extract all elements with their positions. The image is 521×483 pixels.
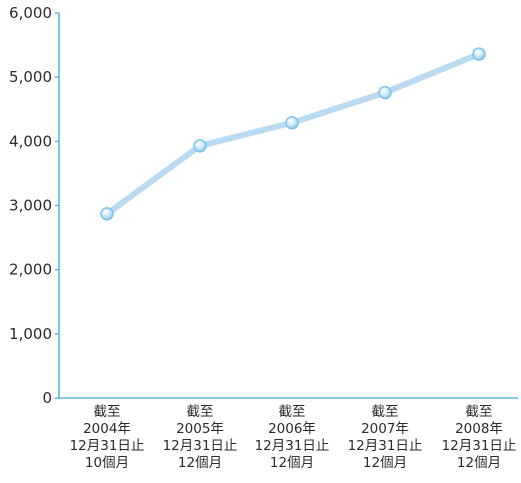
series-layer bbox=[100, 47, 486, 221]
y-tick-label: 3,000 bbox=[9, 197, 52, 215]
x-category-label: 截至 2006年 12月31日止 12個月 bbox=[255, 404, 330, 471]
x-category-label-line: 2005年 bbox=[176, 421, 224, 437]
data-point bbox=[378, 85, 392, 100]
x-category-label: 截至 2005年 12月31日止 12個月 bbox=[163, 404, 238, 471]
x-category-label-line: 12個月 bbox=[270, 455, 314, 471]
x-category-label-line: 截至 bbox=[372, 404, 399, 420]
data-point bbox=[285, 115, 299, 130]
y-axis-ticks: 0 1,000 2,000 3,000 4,000 5,000 6,000 bbox=[9, 4, 59, 407]
x-category-label-line: 截至 bbox=[466, 404, 493, 420]
series-line bbox=[104, 51, 482, 217]
x-category-label-line: 12月31日止 bbox=[348, 438, 423, 454]
x-category-label-line: 截至 bbox=[187, 404, 214, 420]
x-category-label-line: 2006年 bbox=[268, 421, 316, 437]
y-tick-label: 0 bbox=[42, 389, 52, 407]
x-category-label: 截至 2007年 12月31日止 12個月 bbox=[348, 404, 423, 471]
y-tick-label: 5,000 bbox=[9, 68, 52, 86]
x-category-label-line: 12月31日止 bbox=[255, 438, 330, 454]
x-category-label-line: 12月31日止 bbox=[70, 438, 145, 454]
x-category-label-line: 12個月 bbox=[457, 455, 501, 471]
y-tick-label: 4,000 bbox=[9, 132, 52, 150]
data-point bbox=[193, 139, 207, 153]
x-category-label-line: 2008年 bbox=[455, 421, 503, 437]
x-category-label-line: 2004年 bbox=[83, 421, 131, 437]
x-category-label-line: 12個月 bbox=[178, 455, 222, 471]
x-category-label: 截至 2004年 12月31日止 10個月 bbox=[70, 404, 145, 471]
x-category-label: 截至 2008年 12月31日止 12個月 bbox=[442, 404, 517, 471]
data-point bbox=[472, 47, 486, 61]
x-category-label-line: 截至 bbox=[279, 404, 306, 420]
x-category-label-line: 12月31日止 bbox=[442, 438, 517, 454]
x-category-label-line: 2007年 bbox=[361, 421, 409, 437]
x-category-label-line: 截至 bbox=[94, 404, 121, 420]
y-tick-label: 1,000 bbox=[9, 325, 52, 343]
x-category-label-line: 12個月 bbox=[363, 455, 407, 471]
y-tick-label: 6,000 bbox=[9, 4, 52, 22]
x-category-label-line: 10個月 bbox=[85, 455, 129, 471]
axes bbox=[58, 13, 518, 399]
data-point bbox=[100, 207, 114, 221]
y-tick-label: 2,000 bbox=[9, 261, 52, 279]
x-category-label-line: 12月31日止 bbox=[163, 438, 238, 454]
